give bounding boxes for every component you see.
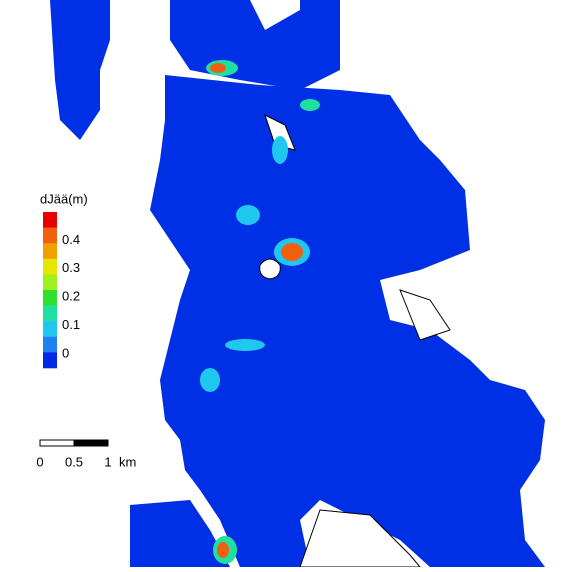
- legend-swatch: [43, 290, 57, 306]
- legend-swatch: [43, 352, 57, 369]
- legend-swatch: [43, 227, 57, 244]
- legend-label: 0.4: [62, 232, 80, 247]
- legend-swatch: [43, 336, 57, 353]
- legend-swatch: [43, 274, 57, 291]
- legend-label: 0.3: [62, 260, 80, 275]
- legend-swatch: [43, 305, 57, 322]
- legend-label: 0.2: [62, 289, 80, 304]
- scale-label: 0: [36, 454, 43, 469]
- legend-title: dJää(m): [40, 191, 88, 206]
- legend-swatch: [43, 258, 57, 275]
- legend-label: 0: [62, 345, 69, 360]
- legend: 0.4 0.3 0.2 0.1 0: [43, 212, 80, 369]
- scale-label: 0.5: [65, 454, 83, 469]
- legend-label: 0.1: [62, 317, 80, 332]
- land: [259, 114, 451, 568]
- legend-swatch: [43, 212, 57, 228]
- hot-spot: [200, 60, 320, 564]
- water-area: [50, 0, 545, 567]
- legend-swatch: [43, 321, 57, 338]
- scale-unit: km: [119, 454, 136, 469]
- scale-segment: [73, 439, 109, 447]
- scale-bar: 0 0.5 1 km: [36, 439, 136, 469]
- scale-segment: [39, 439, 75, 447]
- scale-label: 1: [104, 454, 111, 469]
- legend-swatch: [43, 243, 57, 260]
